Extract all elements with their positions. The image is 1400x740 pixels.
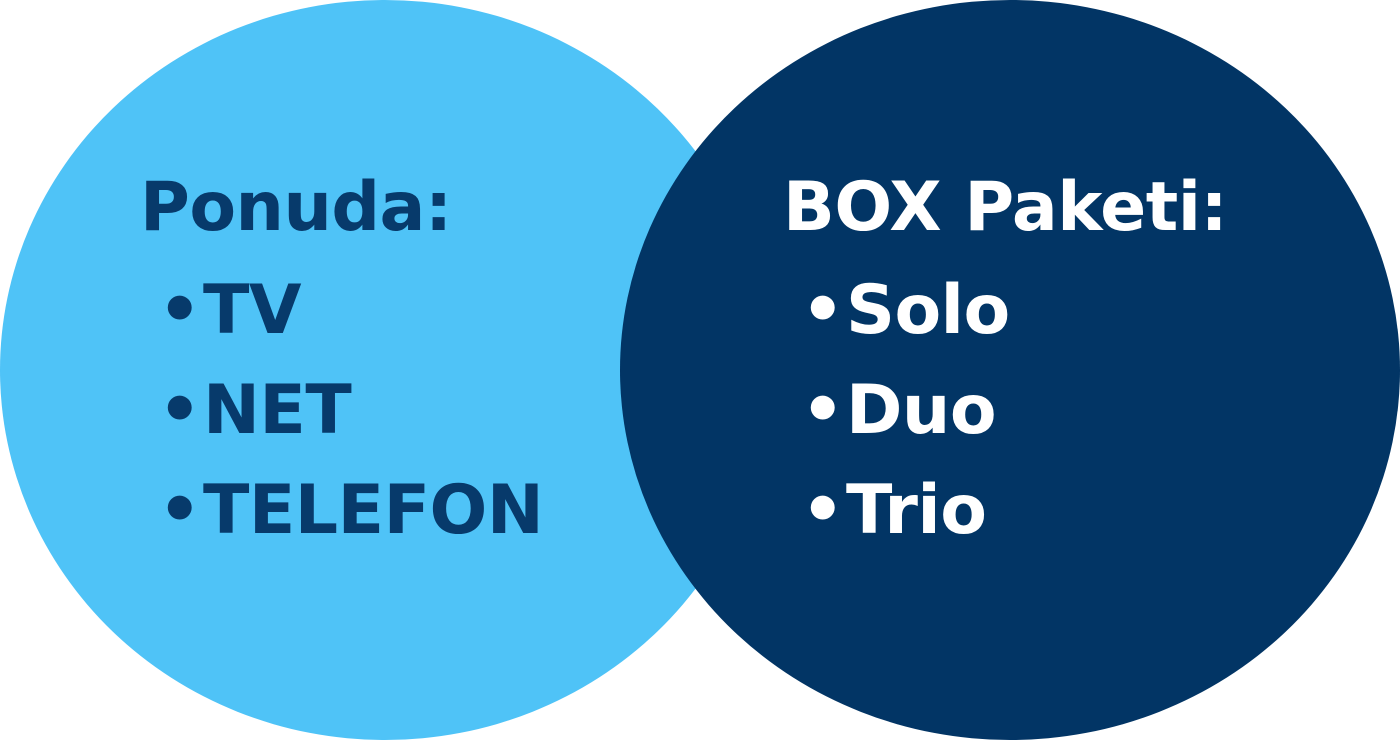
right-list-item: •Duo — [801, 361, 1227, 461]
left-item-label: TELEFON — [202, 471, 544, 550]
right-item-label: Duo — [845, 371, 997, 450]
right-package-group: BOX Paketi: •Solo •Duo •Trio — [783, 168, 1228, 561]
right-item-label: Trio — [845, 471, 987, 550]
bullet-icon: • — [801, 371, 844, 450]
bullet-icon: • — [158, 271, 201, 350]
left-list-item: •NET — [158, 361, 543, 461]
right-item-list: •Solo •Duo •Trio — [801, 261, 1227, 561]
right-item-label: Solo — [845, 271, 1010, 350]
left-offer-group: Ponuda: •TV •NET •TELEFON — [140, 168, 544, 561]
bullet-icon: • — [801, 271, 844, 350]
left-item-label: NET — [202, 371, 352, 450]
left-list-item: •TV — [158, 261, 543, 361]
left-item-label: TV — [202, 271, 302, 350]
bullet-icon: • — [801, 471, 844, 550]
right-heading: BOX Paketi: — [783, 168, 1228, 247]
bullet-icon: • — [158, 471, 201, 550]
right-circle — [620, 0, 1400, 740]
bullet-icon: • — [158, 371, 201, 450]
left-list-item: •TELEFON — [158, 461, 544, 561]
right-list-item: •Trio — [801, 461, 1227, 561]
left-item-list: •TV •NET •TELEFON — [158, 261, 544, 561]
right-list-item: •Solo — [801, 261, 1227, 361]
left-heading: Ponuda: — [140, 168, 452, 247]
